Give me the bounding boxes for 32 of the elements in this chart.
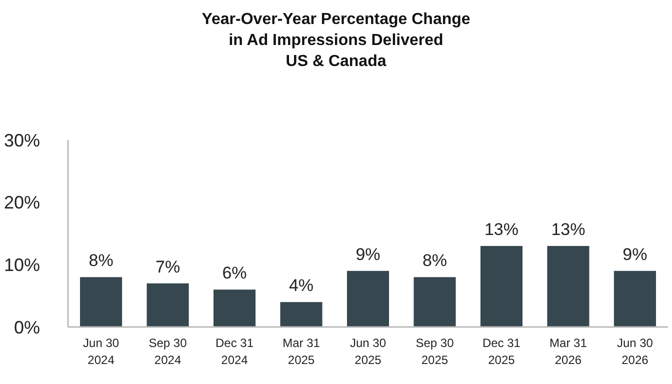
data-label: 9% xyxy=(356,244,380,264)
y-tick-label: 10% xyxy=(4,254,40,275)
x-tick-label: Mar 31 2025 xyxy=(282,336,320,367)
x-tick-label: Sep 30 2025 xyxy=(416,336,454,367)
x-tick-label: Mar 31 2026 xyxy=(550,336,588,367)
x-tick-label: Jun 30 2025 xyxy=(350,336,386,367)
bar xyxy=(80,277,122,327)
y-tick-label: 0% xyxy=(14,317,40,338)
bar xyxy=(213,290,256,327)
data-label: 13% xyxy=(551,220,586,239)
x-tick-label: Jun 30 2026 xyxy=(616,336,654,367)
bar xyxy=(346,270,390,327)
x-tick-label: Dec 31 2024 xyxy=(216,336,254,367)
bar xyxy=(280,302,322,327)
bar xyxy=(146,283,189,327)
bar xyxy=(414,277,456,327)
chart-title: Year-Over-Year Percentage Change in Ad Impressions Delivered US & Canada xyxy=(202,11,470,70)
y-tick-label: 20% xyxy=(4,192,40,213)
data-label: 7% xyxy=(155,257,180,276)
y-tick-label: 30% xyxy=(4,130,40,150)
data-label: 9% xyxy=(622,244,648,264)
data-label: 4% xyxy=(288,276,314,296)
data-label: 6% xyxy=(222,264,247,283)
bar xyxy=(480,246,523,327)
x-tick-label: Sep 30 2024 xyxy=(148,336,188,367)
x-tick-label: Dec 31 2025 xyxy=(482,336,521,367)
data-label: 8% xyxy=(422,251,448,270)
x-tick-label: Jun 30 2024 xyxy=(83,336,120,367)
data-label: 8% xyxy=(88,251,114,270)
bar xyxy=(614,270,656,327)
bar xyxy=(547,246,590,327)
data-label: 13% xyxy=(484,220,518,239)
